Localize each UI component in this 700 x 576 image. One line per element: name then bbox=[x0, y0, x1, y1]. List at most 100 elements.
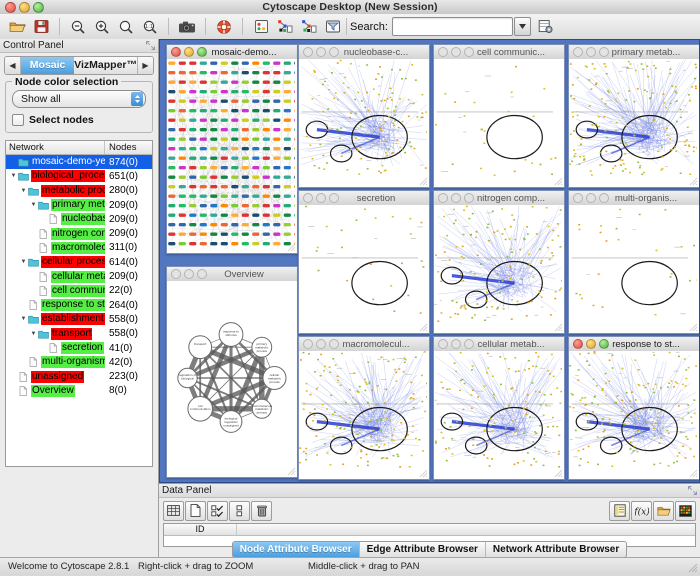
tree-row-6[interactable]: macromolecule metabolic311(0) bbox=[6, 241, 152, 255]
camera-icon[interactable] bbox=[175, 15, 199, 38]
network-thumbnail-3[interactable]: secretion bbox=[298, 190, 430, 334]
tree-row-2[interactable]: ▼metabolic process280(0) bbox=[6, 184, 152, 198]
function-builder-icon[interactable]: f(x) bbox=[631, 501, 652, 521]
panel-window-controls[interactable] bbox=[438, 193, 474, 203]
network-table-icon[interactable] bbox=[249, 15, 273, 38]
panel-close-button[interactable] bbox=[171, 269, 181, 279]
tree-row-10[interactable]: response to stimulus264(0) bbox=[6, 298, 152, 312]
panel-minimize-button[interactable] bbox=[586, 193, 596, 203]
panel-window-controls[interactable] bbox=[573, 339, 609, 349]
lifesaver-help-icon[interactable] bbox=[212, 15, 236, 38]
tab-edge-attribute-browser[interactable]: Edge Attribute Browser bbox=[360, 542, 486, 557]
select-nodes-row[interactable]: Select nodes bbox=[12, 114, 146, 126]
panel-window-controls[interactable] bbox=[303, 193, 339, 203]
panel-minimize-button[interactable] bbox=[451, 339, 461, 349]
panel-close-button[interactable] bbox=[573, 339, 583, 349]
panel-window-controls[interactable] bbox=[303, 339, 339, 349]
panel-resize-grip-icon[interactable] bbox=[689, 323, 698, 332]
twisty-expanded-icon[interactable]: ▼ bbox=[9, 173, 18, 179]
table-export-icon[interactable] bbox=[609, 501, 630, 521]
network-window-main[interactable]: mosaic-demo... bbox=[166, 44, 298, 254]
panel-window-controls[interactable] bbox=[171, 269, 207, 279]
panel-minimize-button[interactable] bbox=[184, 269, 194, 279]
panel-network-view[interactable] bbox=[167, 59, 297, 253]
panel-resize-grip-icon[interactable] bbox=[554, 469, 563, 478]
zoom-actual-size-icon[interactable]: 1:1 bbox=[138, 15, 162, 38]
panel-minimize-button[interactable] bbox=[184, 47, 194, 57]
panel-close-button[interactable] bbox=[303, 47, 313, 57]
panel-network-view[interactable] bbox=[569, 59, 699, 187]
zoom-out-icon[interactable] bbox=[66, 15, 90, 38]
tree-row-1[interactable]: ▼biological_process651(0) bbox=[6, 169, 152, 183]
panel-zoom-button[interactable] bbox=[329, 193, 339, 203]
network-thumbnail-8[interactable]: response to st... bbox=[568, 336, 700, 480]
panel-resize-grip-icon[interactable] bbox=[419, 323, 428, 332]
save-disk-icon[interactable] bbox=[29, 15, 53, 38]
panel-window-controls[interactable] bbox=[438, 339, 474, 349]
new-document-icon[interactable] bbox=[185, 501, 206, 521]
panel-zoom-button[interactable] bbox=[599, 47, 609, 57]
panel-minimize-button[interactable] bbox=[316, 193, 326, 203]
twisty-expanded-icon[interactable]: ▼ bbox=[19, 188, 28, 194]
panel-zoom-button[interactable] bbox=[464, 339, 474, 349]
panel-zoom-button[interactable] bbox=[197, 47, 207, 57]
select-nodes-icon[interactable] bbox=[273, 15, 297, 38]
panel-window-controls[interactable] bbox=[438, 47, 474, 57]
panel-network-view[interactable] bbox=[434, 205, 564, 333]
delete-trash-icon[interactable] bbox=[251, 501, 272, 521]
panel-network-view[interactable] bbox=[299, 59, 429, 187]
control-panel-float-icon[interactable] bbox=[146, 41, 155, 50]
panel-zoom-button[interactable] bbox=[329, 47, 339, 57]
open-folder-icon[interactable] bbox=[653, 501, 674, 521]
panel-network-view[interactable] bbox=[569, 351, 699, 479]
select-edges-icon[interactable] bbox=[297, 15, 321, 38]
network-thumbnail-5[interactable]: multi-organis... bbox=[568, 190, 700, 334]
tree-row-11[interactable]: ▼establishment of localization558(0) bbox=[6, 312, 152, 326]
panel-window-controls[interactable] bbox=[303, 47, 339, 57]
panel-resize-grip-icon[interactable] bbox=[419, 177, 428, 186]
panel-minimize-button[interactable] bbox=[586, 339, 596, 349]
tab-vizmapper[interactable]: VizMapper™ bbox=[74, 57, 137, 74]
panel-network-view[interactable] bbox=[299, 351, 429, 479]
tree-row-3[interactable]: ▼primary metabolic process209(0) bbox=[6, 198, 152, 212]
panel-zoom-button[interactable] bbox=[599, 339, 609, 349]
panel-zoom-button[interactable] bbox=[197, 269, 207, 279]
panel-window-controls[interactable] bbox=[573, 47, 609, 57]
panel-resize-grip-icon[interactable] bbox=[554, 323, 563, 332]
panel-zoom-button[interactable] bbox=[599, 193, 609, 203]
tab-mosaic[interactable]: Mosaic bbox=[21, 57, 74, 74]
tabs-scroll-right-icon[interactable]: ▶ bbox=[137, 57, 153, 74]
network-tree[interactable]: Network Nodes mosaic-demo-yeast874(0)▼bi… bbox=[5, 140, 153, 467]
search-dropdown-arrow-icon[interactable] bbox=[514, 17, 531, 36]
panel-resize-grip-icon[interactable] bbox=[689, 469, 698, 478]
filter-icon[interactable] bbox=[321, 15, 345, 38]
zoom-selected-icon[interactable] bbox=[114, 15, 138, 38]
search-input[interactable] bbox=[392, 17, 513, 36]
settings-grid-icon[interactable] bbox=[534, 15, 558, 38]
panel-close-button[interactable] bbox=[438, 339, 448, 349]
tree-row-9[interactable]: cell communication22(0) bbox=[6, 284, 152, 298]
network-thumbnail-2[interactable]: primary metab... bbox=[568, 44, 700, 188]
panel-window-controls[interactable] bbox=[171, 47, 207, 57]
panel-zoom-button[interactable] bbox=[329, 339, 339, 349]
list-attributes-icon[interactable] bbox=[229, 501, 250, 521]
open-folder-icon[interactable] bbox=[5, 15, 29, 38]
panel-minimize-button[interactable] bbox=[316, 339, 326, 349]
resize-grip-icon[interactable] bbox=[688, 563, 698, 573]
panel-minimize-button[interactable] bbox=[586, 47, 596, 57]
tree-row-8[interactable]: cellular metabolic process209(0) bbox=[6, 269, 152, 283]
tab-node-attribute-browser[interactable]: Node Attribute Browser bbox=[233, 542, 360, 557]
network-thumbnail-7[interactable]: cellular metab... bbox=[433, 336, 565, 480]
panel-zoom-button[interactable] bbox=[464, 193, 474, 203]
panel-network-view[interactable] bbox=[569, 205, 699, 333]
panel-close-button[interactable] bbox=[303, 339, 313, 349]
panel-network-view[interactable] bbox=[299, 205, 429, 333]
network-thumbnail-1[interactable]: cell communic... bbox=[433, 44, 565, 188]
tree-row-5[interactable]: nitrogen compound metabolic209(0) bbox=[6, 226, 152, 240]
panel-resize-grip-icon[interactable] bbox=[689, 177, 698, 186]
network-thumbnail-4[interactable]: nitrogen comp... bbox=[433, 190, 565, 334]
panel-network-view[interactable] bbox=[434, 351, 564, 479]
